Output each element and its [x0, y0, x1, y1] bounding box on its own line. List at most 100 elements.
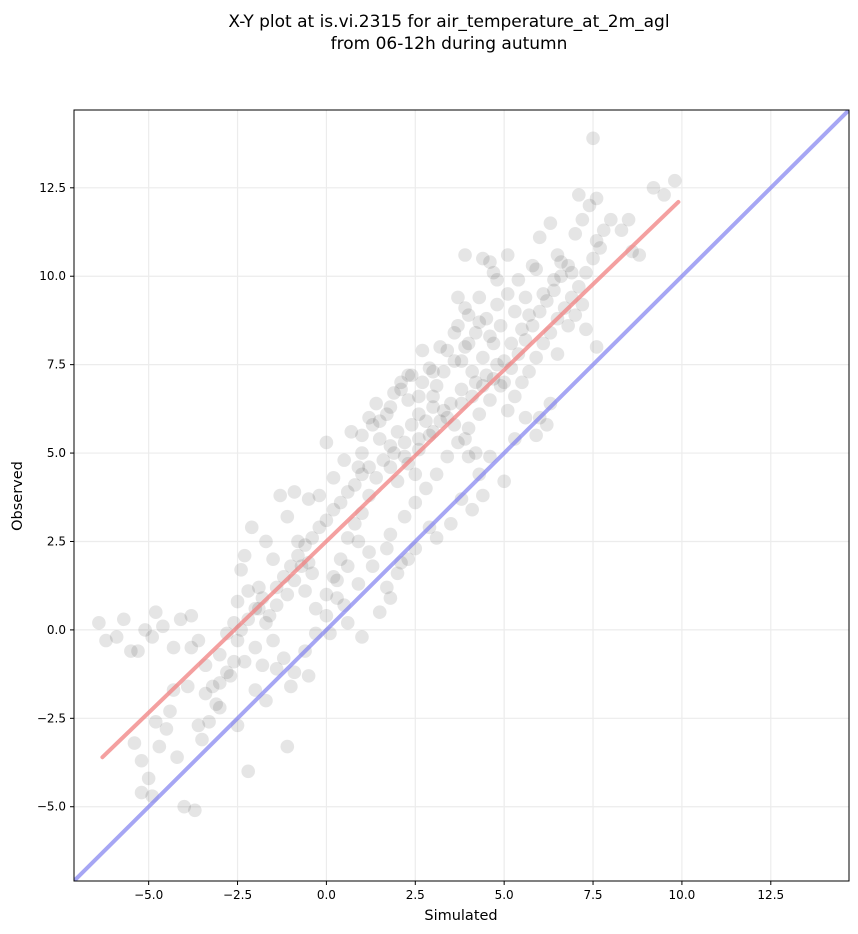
data-point — [518, 410, 533, 425]
data-point — [259, 616, 273, 630]
plot-frame — [73, 109, 850, 882]
identity-line — [74, 110, 849, 881]
data-point — [440, 343, 455, 358]
data-point — [355, 630, 369, 644]
data-point — [177, 799, 192, 814]
data-point — [241, 584, 255, 598]
data-point — [369, 396, 383, 411]
data-point — [589, 234, 604, 248]
data-point — [532, 230, 547, 245]
data-point — [589, 191, 604, 206]
data-point — [572, 188, 586, 202]
data-point — [458, 432, 472, 446]
x-tick-label: −5.0 — [134, 888, 163, 902]
data-point — [230, 633, 245, 648]
data-point — [500, 248, 515, 262]
data-point — [451, 318, 465, 333]
data-point — [508, 389, 522, 404]
data-point — [461, 449, 476, 464]
chart-title-line-1: X-Y plot at is.vi.2315 for air_temperatu… — [228, 12, 669, 32]
data-point — [408, 467, 423, 482]
data-point — [536, 287, 551, 301]
data-point — [568, 308, 583, 322]
data-point — [575, 297, 590, 312]
data-point — [604, 212, 618, 227]
data-point — [109, 630, 124, 644]
data-point — [522, 308, 536, 322]
chart-title-line-2: from 06-12h during autumn — [331, 34, 568, 54]
data-point — [657, 188, 671, 202]
data-point — [308, 601, 323, 616]
data-point — [99, 633, 113, 648]
data-point — [508, 432, 522, 446]
data-point — [259, 693, 273, 708]
data-point — [529, 262, 543, 276]
data-point — [383, 400, 398, 414]
data-point — [291, 534, 305, 549]
data-point — [383, 527, 398, 542]
data-point — [646, 181, 661, 195]
data-point — [429, 467, 444, 482]
data-point — [262, 608, 277, 623]
y-tick-label: 10.0 — [39, 269, 66, 283]
data-point — [401, 368, 415, 383]
data-point — [426, 364, 440, 379]
data-point — [298, 584, 312, 598]
data-point — [380, 407, 394, 421]
data-point — [557, 301, 572, 315]
data-point — [166, 640, 181, 655]
data-point — [383, 460, 398, 475]
y-tick-label: 0.0 — [47, 623, 66, 637]
data-point — [340, 616, 355, 630]
data-point — [362, 545, 376, 559]
data-point — [397, 509, 412, 524]
data-point — [465, 364, 479, 379]
data-point — [426, 400, 440, 414]
data-point — [579, 322, 593, 337]
data-point — [355, 446, 369, 460]
data-point — [472, 290, 487, 305]
data-point — [376, 453, 391, 467]
data-point — [173, 612, 188, 627]
data-point — [369, 471, 383, 485]
data-point — [447, 326, 462, 340]
data-point — [319, 608, 334, 623]
data-point — [145, 630, 160, 644]
data-point — [280, 509, 295, 524]
data-point — [486, 336, 501, 351]
data-point — [472, 467, 487, 482]
data-point — [184, 640, 199, 655]
x-axis-label: Simulated — [424, 908, 497, 924]
y-tick-label: 5.0 — [47, 446, 66, 460]
data-point — [394, 375, 408, 390]
data-point — [156, 619, 170, 634]
data-point — [404, 368, 419, 383]
data-point — [500, 287, 515, 301]
data-point — [344, 425, 359, 439]
data-point — [493, 318, 508, 333]
data-point — [483, 329, 497, 344]
data-point — [244, 520, 259, 535]
data-point — [426, 389, 440, 404]
data-point — [479, 311, 494, 326]
grid-lines — [74, 110, 849, 881]
data-point — [586, 131, 600, 146]
data-point — [298, 538, 312, 552]
data-point — [305, 531, 319, 545]
x-tick-label: 0.0 — [317, 888, 336, 902]
data-point — [458, 340, 472, 354]
data-point — [273, 488, 287, 503]
data-point — [547, 283, 561, 298]
data-point — [124, 644, 138, 658]
data-point — [326, 502, 341, 517]
data-point — [397, 435, 412, 450]
data-point — [454, 382, 469, 397]
data-point — [372, 432, 387, 446]
data-point — [500, 403, 515, 418]
data-point — [312, 488, 327, 503]
data-point — [355, 467, 369, 482]
data-point — [266, 552, 280, 566]
x-tick-label: 12.5 — [757, 888, 784, 902]
data-point — [227, 654, 241, 669]
data-point — [387, 386, 401, 400]
